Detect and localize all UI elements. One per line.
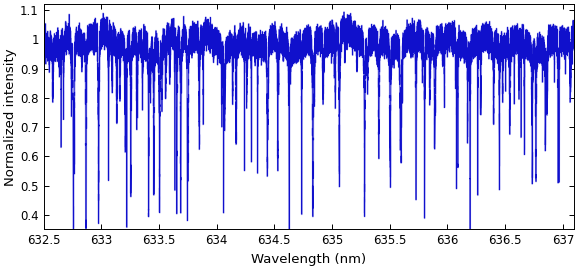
Y-axis label: Normalized intensity: Normalized intensity (4, 48, 17, 185)
X-axis label: Wavelength (nm): Wavelength (nm) (251, 253, 367, 266)
